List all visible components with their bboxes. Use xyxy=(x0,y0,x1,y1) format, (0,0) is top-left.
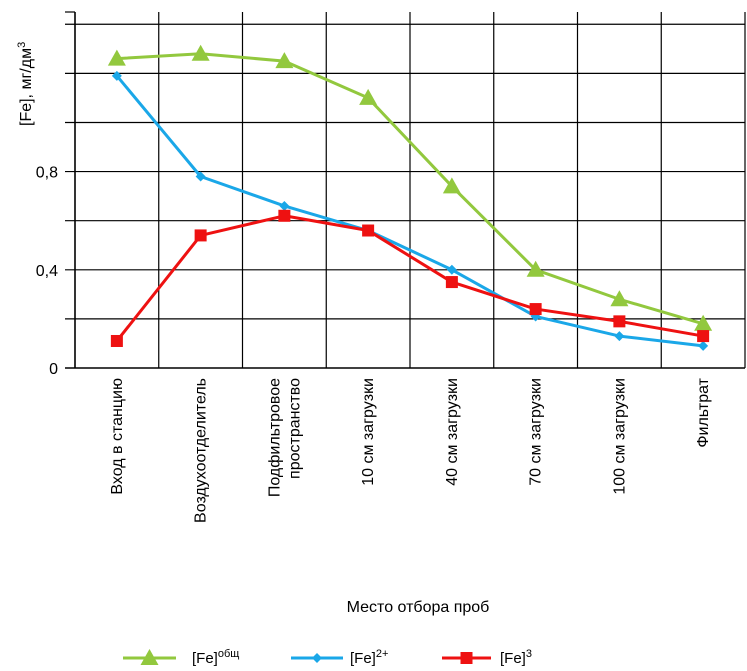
square-marker xyxy=(697,330,710,343)
triangle-marker xyxy=(107,49,126,66)
square-marker xyxy=(278,209,291,222)
triangle-marker xyxy=(442,177,461,194)
triangle-marker xyxy=(275,52,294,69)
diamond-marker xyxy=(698,340,709,351)
square-marker xyxy=(362,224,375,237)
x-category-label: 10 см загрузки xyxy=(360,378,377,486)
triangle-marker xyxy=(191,44,210,61)
triangle-marker xyxy=(526,260,545,277)
x-category-label: 40 см загрузки xyxy=(444,378,461,486)
legend-item: [Fe]3 xyxy=(442,648,532,667)
x-category-label: Подфильтровое xyxy=(266,378,283,497)
x-category-label: Вход в станцию xyxy=(109,378,126,495)
series xyxy=(107,44,713,351)
legend-label: [Fe]3 xyxy=(500,648,532,667)
square-marker xyxy=(445,276,458,289)
x-category-label: пространство xyxy=(286,378,303,479)
legend-item: [Fe]общ xyxy=(123,648,239,667)
square-marker xyxy=(460,652,473,664)
diamond-marker xyxy=(614,331,625,342)
square-marker xyxy=(613,315,626,328)
triangle-marker xyxy=(610,290,629,307)
x-category-label: Фильтрат xyxy=(695,377,712,447)
series-triangle xyxy=(107,44,713,331)
legend-item: [Fe]2+ xyxy=(291,648,388,667)
x-category-label: Воздухоотделитель xyxy=(193,378,210,523)
square-marker xyxy=(110,334,123,347)
series-square xyxy=(110,209,710,347)
diamond-marker xyxy=(446,264,457,275)
square-marker xyxy=(529,303,542,316)
triangle-marker xyxy=(694,314,713,331)
legend-label: [Fe]2+ xyxy=(350,648,388,667)
y-tick-label: 0 xyxy=(49,361,58,378)
diamond-marker xyxy=(195,171,206,182)
square-marker xyxy=(194,229,207,242)
x-axis-title: Место отбора проб xyxy=(347,599,490,616)
y-tick-label: 0,4 xyxy=(36,263,58,280)
y-tick-labels: 0 0,4 0,8 xyxy=(36,165,58,378)
y-axis-title: [Fe], мг/дм3 xyxy=(16,42,35,126)
x-category-label: 100 см загрузки xyxy=(611,378,628,495)
series-line xyxy=(115,214,704,342)
triangle-marker xyxy=(359,88,378,105)
y-tick-label: 0,8 xyxy=(36,165,58,182)
triangle-marker xyxy=(140,649,159,665)
diamond-marker xyxy=(312,653,322,663)
series-line xyxy=(115,74,704,348)
grid xyxy=(65,12,746,368)
x-category-label: 70 см загрузки xyxy=(528,378,545,486)
series-diamond xyxy=(111,70,709,351)
diamond-marker xyxy=(279,200,290,211)
diamond-marker xyxy=(111,70,122,81)
axes xyxy=(65,11,745,369)
x-category-labels: Вход в станцию Воздухоотделитель Подфильтр… xyxy=(109,377,712,523)
series-line xyxy=(116,52,704,326)
legend: [Fe]общ [Fe]2+ [Fe]3 xyxy=(123,648,532,667)
legend-label: [Fe]общ xyxy=(192,648,239,667)
